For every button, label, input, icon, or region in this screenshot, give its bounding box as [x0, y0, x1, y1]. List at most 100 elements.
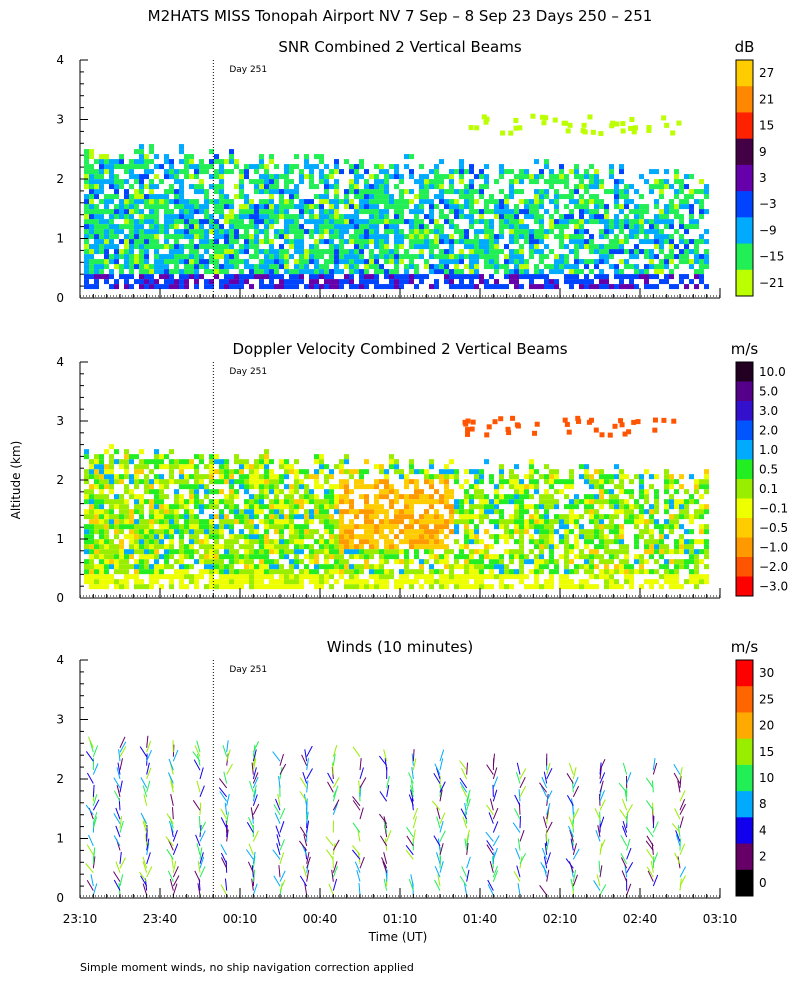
radar-cell — [299, 484, 304, 490]
radar-cell — [369, 274, 374, 280]
wind-barb — [92, 799, 100, 811]
radar-cell — [279, 254, 284, 260]
radar-cell — [214, 249, 219, 255]
radar-cell — [389, 539, 394, 545]
radar-cell — [179, 469, 184, 475]
radar-cell — [474, 264, 479, 270]
wind-barb — [145, 833, 148, 846]
radar-cell — [224, 219, 229, 225]
radar-cell — [189, 459, 194, 465]
radar-cell — [264, 519, 269, 525]
radar-cell — [399, 569, 404, 575]
radar-cell — [344, 509, 349, 515]
radar-cell — [244, 239, 249, 245]
radar-cell — [349, 189, 354, 195]
radar-cell — [549, 264, 554, 270]
radar-cell — [244, 509, 249, 515]
radar-cell — [434, 234, 439, 240]
radar-cell — [199, 234, 204, 240]
radar-cell — [534, 204, 539, 210]
radar-cell — [129, 164, 134, 170]
radar-cell — [559, 584, 564, 590]
radar-cell — [294, 264, 299, 270]
radar-cell — [684, 579, 689, 585]
wind-barb — [252, 830, 259, 842]
radar-cell — [249, 269, 254, 275]
radar-cell — [234, 554, 239, 560]
radar-cell — [489, 209, 494, 215]
radar-cell — [224, 469, 229, 475]
radar-cell — [254, 474, 259, 480]
radar-cell — [174, 259, 179, 265]
radar-cell — [134, 279, 139, 285]
radar-cell — [179, 214, 184, 220]
radar-cell — [144, 499, 149, 505]
radar-cell — [244, 534, 249, 540]
radar-cell — [609, 239, 614, 245]
radar-cell — [254, 269, 259, 275]
radar-cell — [594, 244, 599, 250]
radar-cell — [694, 489, 699, 495]
radar-cell — [679, 524, 684, 530]
radar-cell — [424, 259, 429, 265]
radar-cell — [94, 529, 99, 535]
radar-cell — [194, 224, 199, 230]
radar-cell — [179, 184, 184, 190]
radar-cell — [429, 284, 434, 290]
radar-cell — [359, 279, 364, 285]
radar-cell — [369, 214, 374, 220]
radar-cell — [364, 529, 369, 535]
radar-cell — [179, 259, 184, 265]
radar-cell — [509, 519, 514, 525]
radar-cell — [99, 249, 104, 255]
wind-barb — [172, 830, 178, 842]
radar-cell — [634, 569, 639, 575]
radar-cell — [404, 264, 409, 270]
radar-cell — [679, 204, 684, 210]
radar-cell — [249, 254, 254, 260]
radar-cell — [209, 579, 214, 585]
radar-cell — [104, 559, 109, 565]
radar-cell — [449, 259, 454, 265]
radar-cell — [454, 254, 459, 260]
radar-cell — [264, 229, 269, 235]
radar-cell — [304, 469, 309, 475]
radar-cell — [184, 254, 189, 260]
radar-cell — [634, 499, 639, 505]
radar-cell — [254, 274, 259, 280]
radar-cell — [234, 194, 239, 200]
radar-cell — [259, 219, 264, 225]
radar-cell — [289, 509, 294, 515]
radar-cell — [569, 279, 574, 285]
radar-cell — [514, 279, 519, 285]
radar-cell — [504, 199, 509, 205]
radar-cell — [109, 564, 114, 570]
radar-cell — [219, 249, 224, 255]
radar-cell — [694, 274, 699, 280]
radar-cell — [624, 224, 629, 230]
radar-cell — [114, 554, 119, 560]
radar-cell — [259, 504, 264, 510]
radar-cell — [259, 264, 264, 270]
radar-cell — [554, 479, 559, 485]
radar-cell — [209, 489, 214, 495]
radar-cell — [224, 229, 229, 235]
radar-cell — [399, 494, 404, 500]
wind-barb — [113, 835, 121, 847]
radar-cell — [409, 169, 414, 175]
radar-cell — [89, 544, 94, 550]
radar-cell — [199, 244, 204, 250]
radar-cell — [289, 539, 294, 545]
radar-cell — [539, 539, 544, 545]
radar-cell — [114, 534, 119, 540]
radar-cell — [604, 234, 609, 240]
radar-cell — [94, 204, 99, 210]
radar-cell — [89, 234, 94, 240]
radar-cell — [134, 159, 139, 165]
radar-cell — [104, 534, 109, 540]
radar-cell — [319, 574, 324, 580]
radar-cell — [324, 219, 329, 225]
radar-cell — [279, 584, 284, 590]
radar-cell — [209, 244, 214, 250]
radar-cell — [414, 194, 419, 200]
